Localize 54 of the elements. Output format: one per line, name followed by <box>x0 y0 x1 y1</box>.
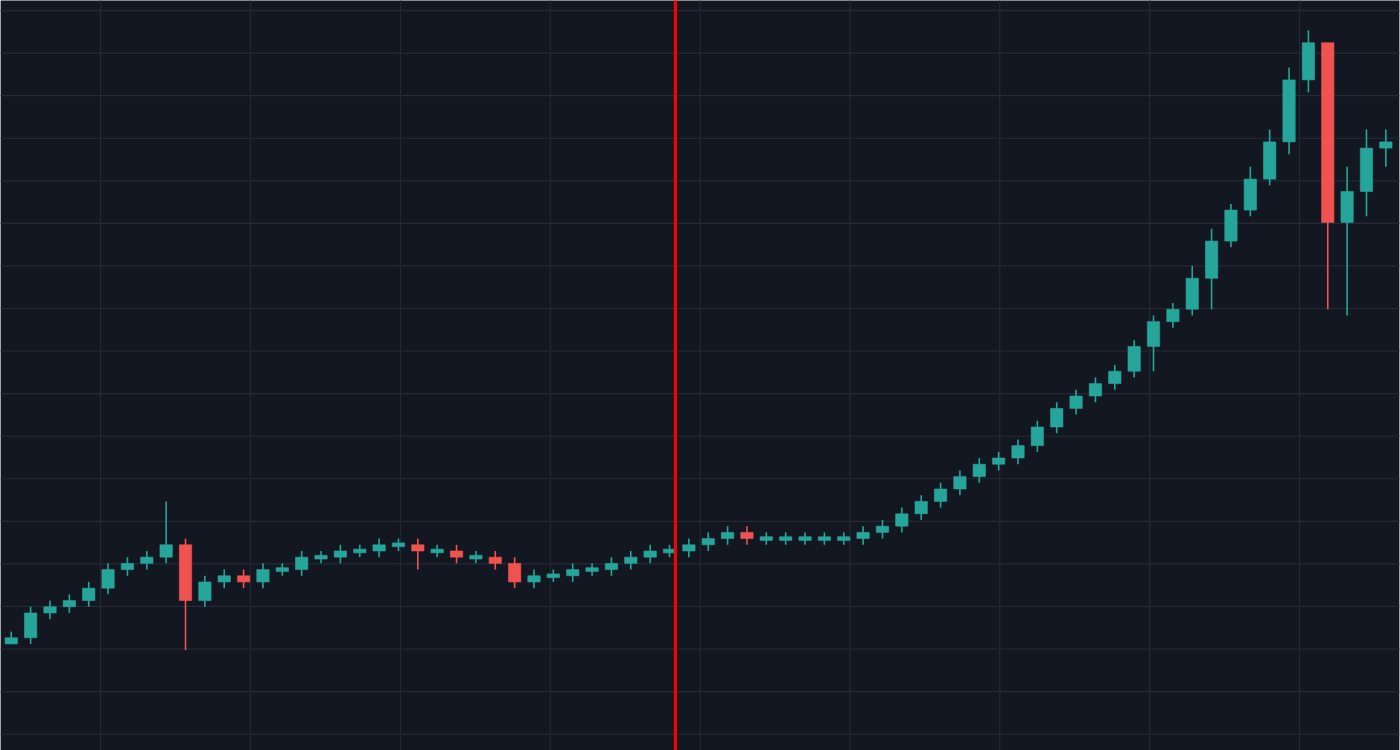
candlestick <box>624 549 638 571</box>
candlestick <box>566 562 580 583</box>
candlestick <box>198 574 212 608</box>
candlestick <box>1166 302 1180 329</box>
candlestick <box>140 549 154 571</box>
candlestick <box>450 543 464 564</box>
candlestick <box>508 556 522 589</box>
candlestick <box>740 525 754 546</box>
candlestick <box>721 525 735 546</box>
candlestick <box>1379 128 1393 168</box>
candlestick <box>895 506 909 533</box>
candlestick <box>1050 401 1064 434</box>
candlestick <box>1359 128 1373 217</box>
candlestick <box>1147 314 1161 372</box>
candlestick <box>1108 363 1122 391</box>
candlestick <box>120 556 134 577</box>
candlestick <box>43 599 57 620</box>
candlestick <box>701 531 715 552</box>
candlestick <box>1224 202 1238 248</box>
candlestick <box>217 568 231 589</box>
candlestick <box>101 562 115 595</box>
candlestick <box>1243 165 1257 217</box>
candlestick <box>62 593 76 614</box>
candlestick <box>953 469 967 496</box>
candlestick <box>295 549 309 577</box>
candlestick <box>372 537 386 558</box>
candlestick <box>604 556 618 577</box>
candlestick <box>1263 128 1277 186</box>
candlestick <box>1088 376 1102 403</box>
candlestick <box>527 568 541 589</box>
candlestick <box>1011 438 1025 465</box>
candlestick <box>682 537 696 558</box>
candlestick <box>82 580 96 608</box>
candlestick <box>972 456 986 484</box>
candlestick <box>256 562 270 589</box>
candlestick <box>856 525 870 546</box>
candlestick <box>1069 388 1083 416</box>
candlestick <box>643 543 657 564</box>
candlestick <box>411 537 425 571</box>
candlestick <box>333 543 347 564</box>
candlestick <box>24 605 38 645</box>
candlestick <box>1127 339 1141 378</box>
candlestick <box>237 568 251 589</box>
candlestick <box>914 494 928 521</box>
candlestick <box>1030 419 1044 453</box>
candlestick <box>1301 29 1315 93</box>
candlestick <box>934 481 948 509</box>
candlestick <box>1185 264 1199 316</box>
candlestick <box>159 500 173 564</box>
candlestick <box>992 450 1006 471</box>
candlestick <box>1205 227 1219 310</box>
candlestick <box>488 549 502 571</box>
candlestick <box>875 518 889 540</box>
candlestick <box>1340 165 1354 316</box>
